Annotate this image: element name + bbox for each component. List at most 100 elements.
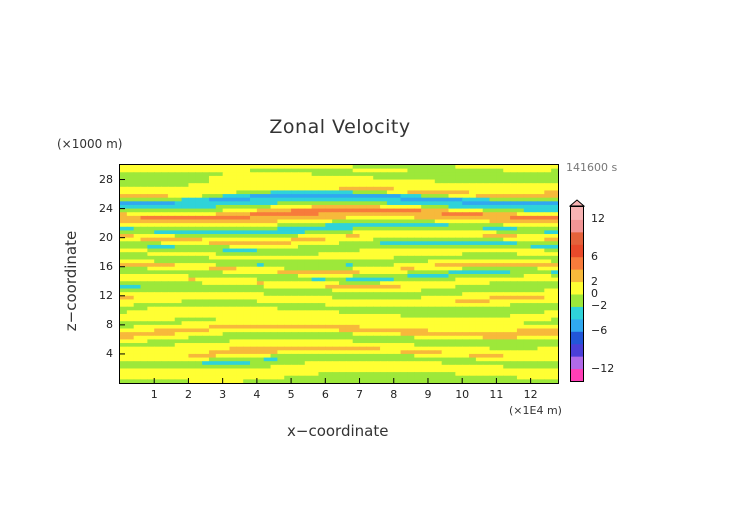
- heatmap-cell: [469, 324, 477, 330]
- heatmap-cell: [373, 252, 381, 257]
- heatmap-cell: [277, 361, 285, 366]
- heatmap-cell: [229, 292, 237, 297]
- heatmap-cell: [188, 317, 196, 322]
- heatmap-cell: [188, 284, 196, 290]
- heatmap-cell: [256, 204, 265, 210]
- heatmap-cell: [250, 274, 258, 279]
- heatmap-cell: [441, 237, 450, 242]
- heatmap-cell: [140, 332, 148, 337]
- heatmap-cell: [236, 179, 244, 184]
- heatmap-cell: [523, 372, 532, 377]
- heatmap-cell: [325, 339, 333, 344]
- heatmap-cell: [161, 368, 169, 373]
- heatmap-cell: [304, 223, 313, 228]
- heatmap-cell: [434, 277, 443, 282]
- heatmap-cell: [537, 343, 545, 348]
- heatmap-cell: [311, 303, 320, 308]
- heatmap-cell: [222, 343, 231, 348]
- heatmap-cell: [516, 237, 525, 242]
- heatmap-cell: [407, 230, 415, 235]
- heatmap-cell: [126, 332, 135, 337]
- heatmap-cell: [167, 339, 176, 344]
- heatmap-cell: [455, 201, 463, 206]
- heatmap-cell: [140, 244, 148, 250]
- heatmap-cell: [147, 168, 155, 173]
- heatmap-cell: [174, 266, 183, 271]
- heatmap-cell: [516, 263, 525, 268]
- colorbar-swatch: [571, 368, 583, 381]
- heatmap-cell: [421, 364, 429, 370]
- heatmap-cell: [311, 194, 320, 199]
- heatmap-cell: [462, 332, 470, 337]
- heatmap-cell: [551, 241, 558, 246]
- heatmap-cell: [434, 368, 443, 373]
- heatmap-cell: [352, 226, 361, 231]
- heatmap-cell: [339, 324, 347, 330]
- heatmap-cell: [250, 226, 258, 231]
- heatmap-cell: [208, 368, 217, 373]
- heatmap-cell: [215, 237, 224, 242]
- heatmap-cell: [448, 212, 456, 217]
- heatmap-cell: [475, 361, 484, 366]
- heatmap-cell: [133, 175, 142, 181]
- heatmap-cell: [380, 168, 388, 173]
- heatmap-cell: [537, 237, 545, 242]
- heatmap-cell: [332, 328, 340, 333]
- heatmap-cell: [407, 263, 415, 268]
- heatmap-cell: [462, 292, 470, 297]
- heatmap-cell: [332, 339, 340, 344]
- heatmap-cell: [154, 259, 162, 264]
- heatmap-cell: [373, 248, 381, 253]
- heatmap-cell: [462, 270, 470, 275]
- heatmap-cell: [202, 324, 210, 330]
- heatmap-cell: [400, 183, 409, 188]
- heatmap-cell: [448, 299, 456, 304]
- heatmap-cell: [551, 284, 558, 290]
- heatmap-cell: [393, 328, 402, 333]
- heatmap-cell: [250, 244, 258, 250]
- heatmap-cell: [434, 241, 443, 246]
- colorbar-label: 0: [591, 287, 598, 300]
- heatmap-cell: [496, 194, 504, 199]
- heatmap-cell: [427, 165, 436, 170]
- heatmap-cell: [133, 375, 142, 380]
- heatmap-cell: [400, 372, 409, 377]
- heatmap-cell: [270, 375, 278, 380]
- heatmap-cell: [475, 375, 484, 380]
- heatmap-cell: [530, 335, 539, 340]
- heatmap-cell: [386, 204, 395, 210]
- heatmap-cell: [448, 313, 456, 319]
- heatmap-cell: [202, 248, 210, 253]
- heatmap-cell: [297, 263, 306, 268]
- heatmap-cell: [510, 223, 518, 228]
- heatmap-cell: [345, 183, 354, 188]
- heatmap-cell: [133, 215, 142, 221]
- heatmap-cell: [475, 350, 484, 355]
- heatmap-cell: [455, 292, 463, 297]
- heatmap-cell: [448, 219, 456, 224]
- heatmap-cell: [133, 179, 142, 184]
- heatmap-cell: [421, 168, 429, 173]
- heatmap-cell: [339, 241, 347, 246]
- heatmap-cell: [332, 266, 340, 271]
- heatmap-cell: [434, 274, 443, 279]
- heatmap-cell: [325, 277, 333, 282]
- heatmap-cell: [222, 234, 231, 239]
- heatmap-cell: [386, 208, 395, 213]
- heatmap-cell: [366, 248, 374, 253]
- heatmap-cell: [421, 201, 429, 206]
- heatmap-cell: [284, 266, 292, 271]
- heatmap-cell: [386, 292, 395, 297]
- heatmap-cell: [414, 244, 422, 250]
- heatmap-cell: [256, 190, 265, 195]
- heatmap-cell: [523, 223, 532, 228]
- heatmap-cell: [551, 237, 558, 242]
- heatmap-cell: [373, 244, 381, 250]
- heatmap-cell: [414, 212, 422, 217]
- heatmap-cell: [530, 248, 539, 253]
- heatmap-cell: [345, 346, 354, 351]
- heatmap-cell: [188, 375, 196, 380]
- heatmap-cell: [462, 208, 470, 213]
- heatmap-cell: [243, 266, 251, 271]
- heatmap-cell: [366, 194, 374, 199]
